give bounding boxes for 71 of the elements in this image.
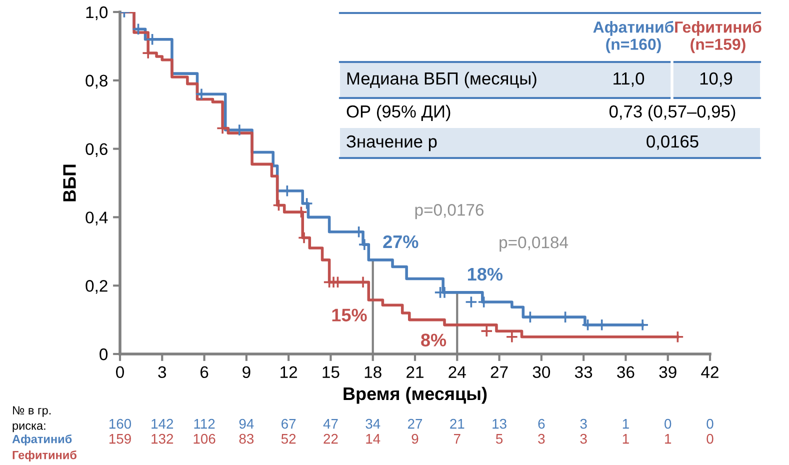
text: 0 (706, 418, 714, 429)
text: 22 (324, 434, 338, 444)
x-tick-label: 9 (242, 366, 250, 378)
x-tick-label: 21 (406, 366, 424, 378)
text: 3 (580, 418, 587, 429)
x-tick-label: 18 (364, 366, 382, 378)
text: 5 (496, 434, 503, 444)
y-axis-title: ВБП (63, 164, 76, 202)
text: 52 (281, 434, 296, 444)
y-tick-label: 0 (100, 348, 108, 360)
text: 159 (109, 434, 131, 444)
text: 3 (538, 434, 545, 444)
x-axis-title: Время (месяцы) (344, 386, 487, 404)
text: 160 (109, 418, 132, 429)
x-tick-label: 27 (490, 366, 508, 378)
text: 47 (323, 419, 338, 429)
annotation: 15% (332, 308, 367, 322)
x-tick-label: 36 (617, 366, 634, 378)
text: Гефитиниб (12, 450, 76, 462)
text: 3 (580, 434, 587, 444)
annotation: 27% (383, 235, 418, 248)
x-tick-label: 42 (701, 366, 718, 378)
x-tick-label: 12 (280, 366, 298, 378)
text: Афатиниб (12, 434, 72, 446)
y-tick-label: 0,4 (86, 212, 108, 226)
annotation: Значение р (346, 135, 437, 152)
text: 1 (622, 434, 629, 444)
text: 9 (412, 434, 418, 444)
text: 7 (454, 434, 460, 444)
annotation: ОР (95% ДИ) (346, 104, 450, 122)
text: 132 (152, 434, 174, 444)
text: 27 (408, 418, 422, 429)
text: 14 (366, 434, 380, 444)
annotation: Гефитиниб (n=159) (675, 20, 762, 54)
annotation: Афатиниб (n=160) (593, 20, 674, 54)
annotation: 18% (468, 268, 503, 281)
annotation: 8% (421, 334, 446, 346)
annotation: 11,0 (614, 72, 644, 87)
x-tick-label: 30 (532, 366, 550, 378)
text: 67 (282, 418, 296, 429)
annotation: 0,0165 (646, 135, 698, 150)
x-tick-label: 15 (322, 366, 340, 378)
text: 21 (450, 418, 464, 429)
text: 106 (194, 434, 216, 444)
x-tick-label: 3 (158, 366, 166, 378)
y-tick-label: 0,2 (86, 280, 108, 294)
text: 13 (492, 418, 506, 429)
annotation: 10,9 (700, 72, 732, 87)
text: 6 (538, 418, 545, 429)
x-tick-label: 6 (200, 366, 208, 378)
y-tick-label: 1,0 (86, 6, 108, 20)
text: 0 (664, 418, 672, 429)
text: 94 (239, 418, 254, 429)
text: № в гр. риска: (12, 406, 51, 432)
text: 142 (152, 418, 174, 429)
x-tick-label: 39 (659, 366, 676, 378)
text: 83 (239, 434, 254, 444)
y-tick-label: 0,8 (86, 74, 108, 89)
x-tick-label: 33 (574, 366, 592, 378)
text: 112 (194, 418, 215, 429)
x-tick-label: 24 (448, 366, 466, 378)
y-tick-label: 0,6 (86, 143, 108, 157)
text: 1 (622, 419, 629, 429)
annotation: Медиана ВБП (месяцы) (347, 72, 536, 88)
annotation: 0,73 (0,57–0,95) (609, 104, 736, 122)
text: 34 (366, 418, 380, 429)
text: 0 (706, 434, 714, 444)
x-tick-label: 0 (116, 366, 124, 378)
annotation: p=0,0184 (500, 236, 568, 252)
text: 1 (665, 434, 672, 444)
annotation: p=0,0176 (415, 204, 484, 220)
